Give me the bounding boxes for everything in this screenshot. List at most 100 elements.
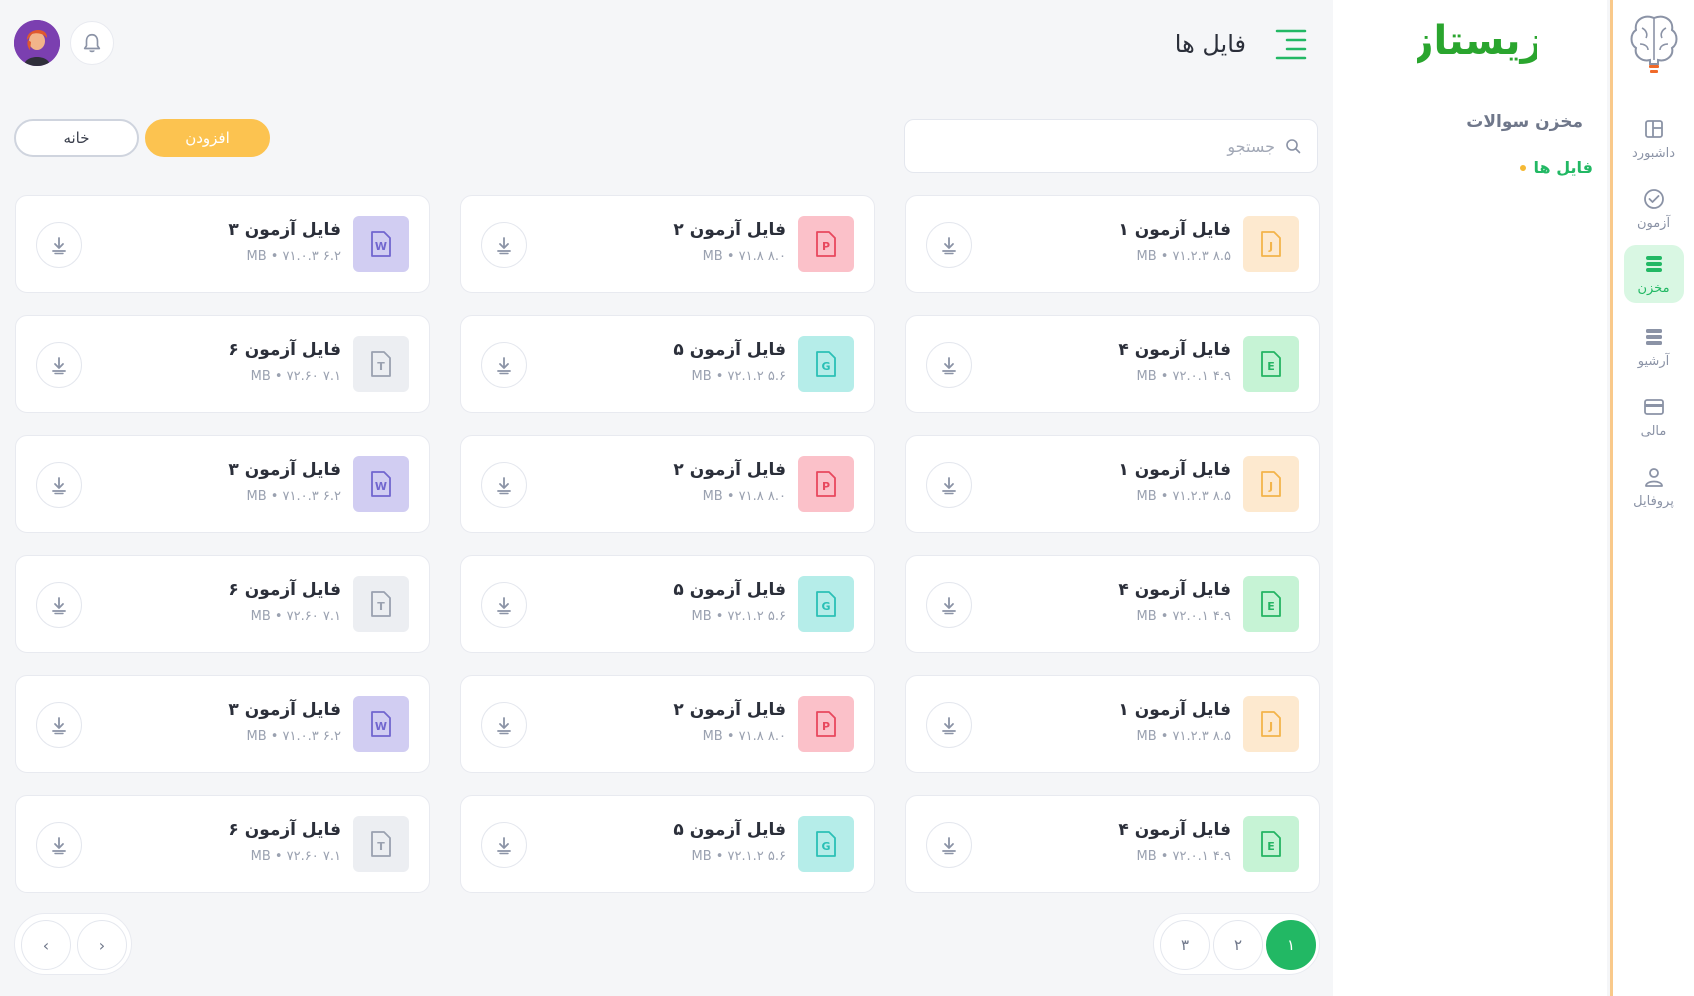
file-type-icon: E xyxy=(1243,816,1299,872)
file-card[interactable]: P فایل آزمون ۲ ۸.۰ MB • ۷۱.۸ xyxy=(460,675,875,773)
page-2-button[interactable]: ۲ xyxy=(1213,920,1263,970)
file-meta: ۴.۹ MB • ۷۲.۰.۱ xyxy=(1136,609,1231,624)
download-icon[interactable] xyxy=(926,342,972,388)
file-card[interactable]: P فایل آزمون ۲ ۸.۰ MB • ۷۱.۸ xyxy=(460,195,875,293)
check-circle-icon xyxy=(1643,188,1664,209)
dashboard-icon xyxy=(1644,119,1663,138)
file-card[interactable]: J فایل آزمون ۱ ۸.۵ MB • ۷۱.۲.۳ xyxy=(905,675,1320,773)
download-icon[interactable] xyxy=(36,702,82,748)
download-icon[interactable] xyxy=(481,342,527,388)
file-type-icon: P xyxy=(798,696,854,752)
file-type-letter: W xyxy=(375,480,387,493)
sidebar-item-dashboard[interactable]: داشبورد xyxy=(1624,110,1684,168)
file-meta: ۷.۱ MB • ۷۲.۶۰ xyxy=(250,849,341,864)
file-card[interactable]: J فایل آزمون ۱ ۸.۵ MB • ۷۱.۲.۳ xyxy=(905,435,1320,533)
download-icon[interactable] xyxy=(36,222,82,268)
file-card[interactable]: T فایل آزمون ۶ ۷.۱ MB • ۷۲.۶۰ xyxy=(15,555,430,653)
file-name: فایل آزمون ۲ xyxy=(673,700,786,720)
prev-page-button[interactable]: ‹ xyxy=(21,920,71,970)
file-type-letter: T xyxy=(377,360,385,373)
file-type-icon: W xyxy=(353,216,409,272)
file-name: فایل آزمون ۶ xyxy=(228,820,341,840)
page-nav: ‹ › xyxy=(14,913,132,975)
file-card[interactable]: E فایل آزمون ۴ ۴.۹ MB • ۷۲.۰.۱ xyxy=(905,315,1320,413)
search-box[interactable] xyxy=(904,119,1318,173)
file-meta: ۷.۱ MB • ۷۲.۶۰ xyxy=(250,609,341,624)
download-icon[interactable] xyxy=(36,582,82,628)
search-input[interactable] xyxy=(935,136,1275,156)
sidebar-section-title: مخزن سوالات xyxy=(1466,112,1583,132)
file-card[interactable]: P فایل آزمون ۲ ۸.۰ MB • ۷۱.۸ xyxy=(460,435,875,533)
menu-toggle-icon[interactable] xyxy=(1275,28,1307,62)
sidebar-item-bank[interactable]: مخزن xyxy=(1623,245,1684,303)
file-name: فایل آزمون ۵ xyxy=(673,820,786,840)
file-type-icon: G xyxy=(798,336,854,392)
file-type-letter: G xyxy=(821,840,830,853)
file-type-icon: P xyxy=(798,216,854,272)
file-card[interactable]: E فایل آزمون ۴ ۴.۹ MB • ۷۲.۰.۱ xyxy=(905,555,1320,653)
file-card[interactable]: G فایل آزمون ۵ ۵.۶ MB • ۷۲.۱.۲ xyxy=(460,795,875,893)
download-icon[interactable] xyxy=(481,582,527,628)
brand-logo[interactable]: زیستاز xyxy=(1408,14,1543,74)
sidebar-item-label: فایل ها xyxy=(1533,158,1593,177)
file-meta: ۴.۹ MB • ۷۲.۰.۱ xyxy=(1136,849,1231,864)
file-name: فایل آزمون ۳ xyxy=(228,700,341,720)
file-meta: ۸.۵ MB • ۷۱.۲.۳ xyxy=(1136,249,1231,264)
sidebar-item-exam[interactable]: آزمون xyxy=(1624,180,1684,238)
file-type-letter: E xyxy=(1267,840,1275,853)
page-1-button[interactable]: ۱ xyxy=(1266,920,1316,970)
download-icon[interactable] xyxy=(481,702,527,748)
file-meta: ۶.۲ MB • ۷۱.۰.۳ xyxy=(246,489,341,504)
brain-logo-icon xyxy=(1628,12,1680,76)
home-button[interactable]: خانه xyxy=(14,119,139,157)
download-icon[interactable] xyxy=(36,462,82,508)
sidebar-item-finance[interactable]: مالی xyxy=(1624,388,1684,446)
download-icon[interactable] xyxy=(926,702,972,748)
file-type-letter: W xyxy=(375,720,387,733)
file-name: فایل آزمون ۴ xyxy=(1118,580,1231,600)
sidebar-item-label: مالی xyxy=(1640,423,1667,439)
file-card[interactable]: G فایل آزمون ۵ ۵.۶ MB • ۷۲.۱.۲ xyxy=(460,555,875,653)
file-type-letter: T xyxy=(377,600,385,613)
download-icon[interactable] xyxy=(926,462,972,508)
file-card[interactable]: T فایل آزمون ۶ ۷.۱ MB • ۷۲.۶۰ xyxy=(15,795,430,893)
file-type-icon: T xyxy=(353,816,409,872)
download-icon[interactable] xyxy=(481,822,527,868)
file-type-icon: G xyxy=(798,576,854,632)
file-type-icon: T xyxy=(353,576,409,632)
sidebar-item-archive[interactable]: آرشیو xyxy=(1624,318,1684,376)
next-page-button[interactable]: › xyxy=(77,920,127,970)
file-type-letter: J xyxy=(1268,720,1273,733)
download-icon[interactable] xyxy=(926,222,972,268)
file-type-letter: G xyxy=(821,600,830,613)
file-name: فایل آزمون ۳ xyxy=(228,220,341,240)
file-card[interactable]: T فایل آزمون ۶ ۷.۱ MB • ۷۲.۶۰ xyxy=(15,315,430,413)
sidebar-item-files[interactable]: فایل ها xyxy=(1519,158,1593,177)
file-card[interactable]: W فایل آزمون ۳ ۶.۲ MB • ۷۱.۰.۳ xyxy=(15,435,430,533)
sidebar-item-profile[interactable]: پروفایل xyxy=(1624,458,1684,516)
file-meta: ۷.۱ MB • ۷۲.۶۰ xyxy=(250,369,341,384)
page-3-button[interactable]: ۳ xyxy=(1160,920,1210,970)
download-icon[interactable] xyxy=(481,462,527,508)
add-button[interactable]: افزودن xyxy=(145,119,270,157)
file-type-icon: T xyxy=(353,336,409,392)
download-icon[interactable] xyxy=(926,822,972,868)
file-card[interactable]: W فایل آزمون ۳ ۶.۲ MB • ۷۱.۰.۳ xyxy=(15,195,430,293)
file-name: فایل آزمون ۱ xyxy=(1118,700,1231,720)
download-icon[interactable] xyxy=(926,582,972,628)
download-icon[interactable] xyxy=(36,342,82,388)
file-card[interactable]: G فایل آزمون ۵ ۵.۶ MB • ۷۲.۱.۲ xyxy=(460,315,875,413)
file-card[interactable]: W فایل آزمون ۳ ۶.۲ MB • ۷۱.۰.۳ xyxy=(15,675,430,773)
file-name: فایل آزمون ۵ xyxy=(673,340,786,360)
file-card[interactable]: E فایل آزمون ۴ ۴.۹ MB • ۷۲.۰.۱ xyxy=(905,795,1320,893)
file-card[interactable]: J فایل آزمون ۱ ۸.۵ MB • ۷۱.۲.۳ xyxy=(905,195,1320,293)
download-icon[interactable] xyxy=(481,222,527,268)
icon-rail: داشبورد آزمون مخزن آرشیو مالی پروفایل xyxy=(1610,0,1694,996)
download-icon[interactable] xyxy=(36,822,82,868)
file-meta: ۶.۲ MB • ۷۱.۰.۳ xyxy=(246,249,341,264)
file-meta: ۴.۹ MB • ۷۲.۰.۱ xyxy=(1136,369,1231,384)
file-type-letter: T xyxy=(377,840,385,853)
avatar[interactable] xyxy=(14,20,60,66)
notification-bell-icon[interactable] xyxy=(70,21,114,65)
file-type-letter: E xyxy=(1267,360,1275,373)
